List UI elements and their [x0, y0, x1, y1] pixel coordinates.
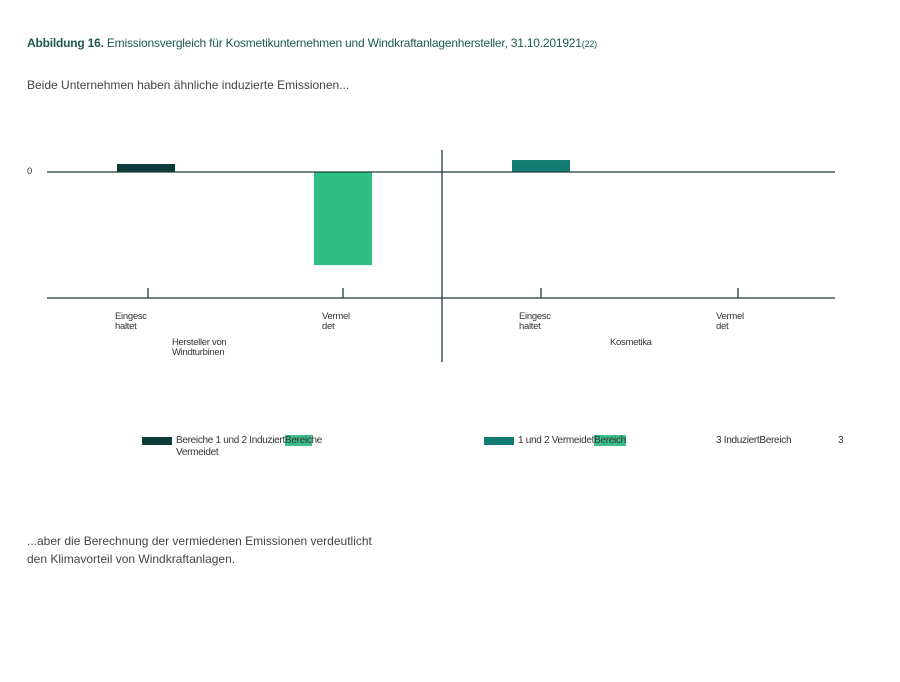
- title-ref: (22): [581, 39, 597, 49]
- bar: [314, 172, 372, 266]
- legend-item: 3: [838, 435, 844, 446]
- group-label: Hersteller von Windturbinen: [172, 337, 227, 358]
- y-tick-label: 0: [27, 166, 32, 177]
- subtitle: Beide Unternehmen haben ähnliche induzie…: [27, 78, 350, 92]
- x-tick-label: Eingesc haltet: [115, 311, 147, 332]
- legend-item: 3 InduziertBereich: [716, 435, 792, 446]
- chart-title: Abbildung 16. Emissionsvergleich für Kos…: [27, 36, 597, 50]
- chart: [47, 150, 835, 362]
- x-tick-label: Vermel det: [322, 311, 350, 332]
- figure-label: Abbildung 16.: [27, 36, 104, 50]
- x-tick-label: Eingesc haltet: [519, 311, 551, 332]
- x-tick-label: Vermel det: [716, 311, 744, 332]
- group-label: Kosmetika: [610, 337, 652, 348]
- legend-swatch: [142, 437, 172, 445]
- bar: [512, 160, 570, 172]
- legend-item: Bereiche 1 und 2 InduziertBereiche Vermei…: [176, 435, 323, 458]
- conclusion-text: ...aber die Berechnung der vermiedenen E…: [27, 534, 372, 566]
- legend-item: 1 und 2 VermeidetBereich: [518, 435, 626, 446]
- title-text: Emissionsvergleich für Kosmetikunternehm…: [106, 36, 582, 50]
- legend-swatch: [484, 437, 514, 445]
- bar: [117, 164, 175, 172]
